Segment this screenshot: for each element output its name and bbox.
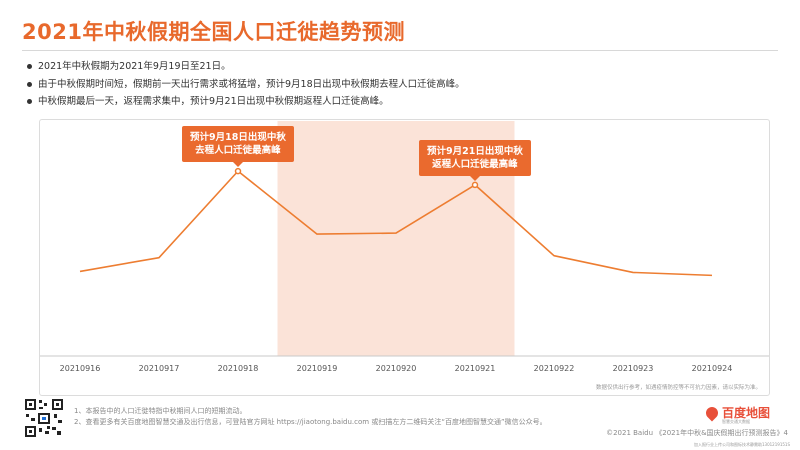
x-tick-label: 20210922 (534, 364, 575, 373)
copyright: ©2021 Baidu 《2021年中秋&国庆假期出行预测报告》4 (606, 429, 788, 437)
x-tick-label: 20210921 (455, 364, 496, 373)
x-tick-label: 20210924 (692, 364, 733, 373)
summary-bullets: 2021年中秋假期为2021年9月19日至21日。 由于中秋假期时间短，假期前一… (26, 58, 465, 111)
baidu-map-logo: 百度地图 (703, 404, 771, 421)
qr-code-icon[interactable] (24, 398, 64, 438)
chart-panel: 20210916 20210917 20210918 20210919 20210920… (39, 119, 770, 396)
x-tick-label: 20210916 (60, 364, 101, 373)
x-tick-label: 20210923 (613, 364, 654, 373)
x-tick-label: 20210917 (139, 364, 180, 373)
migration-line-chart: 20210916 20210917 20210918 20210919 20210920… (40, 121, 769, 373)
bullet-item: 2021年中秋假期为2021年9月19日至21日。 (26, 58, 465, 76)
peak-point (471, 181, 479, 189)
bullet-item: 中秋假期最后一天，返程需求集中，预计9月21日出现中秋假期返程人口迁徙高峰。 (26, 93, 465, 111)
footnote-item: 1、本报告中的人口迁徙特指中秋期间人口的短期流动。 (74, 407, 247, 415)
bottom-note: 加入报行业上传公司和图标技术静需助1301219151S (694, 442, 790, 447)
x-tick-label: 20210919 (297, 364, 338, 373)
series-line (79, 170, 713, 277)
logo-text: 百度地图 (722, 406, 771, 420)
peak-point (234, 167, 242, 175)
title-divider (22, 50, 778, 51)
x-tick-label: 20210920 (376, 364, 417, 373)
annotation-peak-outbound: 预计9月18日出现中秋 去程人口迁徙最高峰 (182, 126, 294, 168)
map-pin-icon (703, 404, 721, 421)
logo-subtitle: 智慧交通大数据 (722, 419, 750, 424)
annotation-peak-return: 预计9月21日出现中秋 返程人口迁徙最高峰 (419, 139, 531, 181)
footnotes: 1、本报告中的人口迁徙特指中秋期间人口的短期流动。 2、查看更多有关百度地图智慧… (74, 406, 547, 428)
page-title: 2021年中秋假期全国人口迁徙趋势预测 (22, 20, 405, 44)
x-tick-label: 20210918 (218, 364, 259, 373)
data-disclaimer: 数据仅供出行参考，如遇疫情防控等不可抗力因素，请以实际为准。 (595, 385, 761, 391)
bullet-item: 由于中秋假期时间短，假期前一天出行需求或将猛增，预计9月18日出现中秋假期去程人… (26, 76, 465, 94)
footnote-item: 2、查看更多有关百度地图智慧交通及出行信息，可登陆官方网址 https://ji… (74, 418, 547, 426)
